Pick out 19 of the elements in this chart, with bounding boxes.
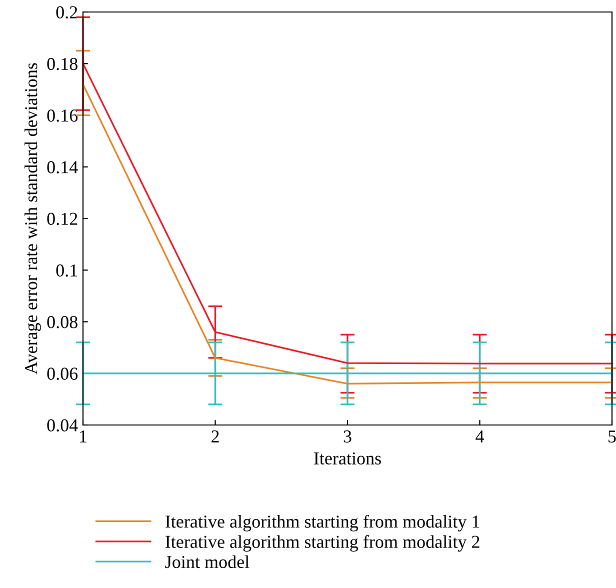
x-tick-label: 1 xyxy=(80,430,86,442)
x-tick-label: 4 xyxy=(476,430,484,442)
y-tick-label: 0.12 xyxy=(47,212,78,226)
y-tick-label: 0.18 xyxy=(47,58,78,70)
x-axis-title: Iterations xyxy=(314,452,381,464)
y-tick-label: 0.2 xyxy=(56,6,78,19)
y-tick-label: 0.04 xyxy=(47,419,78,432)
y-tick-label: 0.16 xyxy=(47,110,78,122)
legend-label: Joint model xyxy=(165,555,250,568)
x-tick-label: 5 xyxy=(608,430,616,443)
y-tick-label: 0.1 xyxy=(56,264,78,277)
y-tick-label: 0.14 xyxy=(47,161,78,174)
y-tick-label: 0.06 xyxy=(47,368,78,380)
y-tick-label: 0.08 xyxy=(47,316,78,328)
x-tick-label: 3 xyxy=(344,430,352,443)
y-axis-title: Average error rate with standard deviations xyxy=(24,63,41,374)
x-tick-label: 2 xyxy=(212,430,219,442)
legend-label: Iterative algorithm starting from modality 1 xyxy=(166,514,480,532)
legend-label: Iterative algorithm starting from modality 2 xyxy=(166,535,480,552)
